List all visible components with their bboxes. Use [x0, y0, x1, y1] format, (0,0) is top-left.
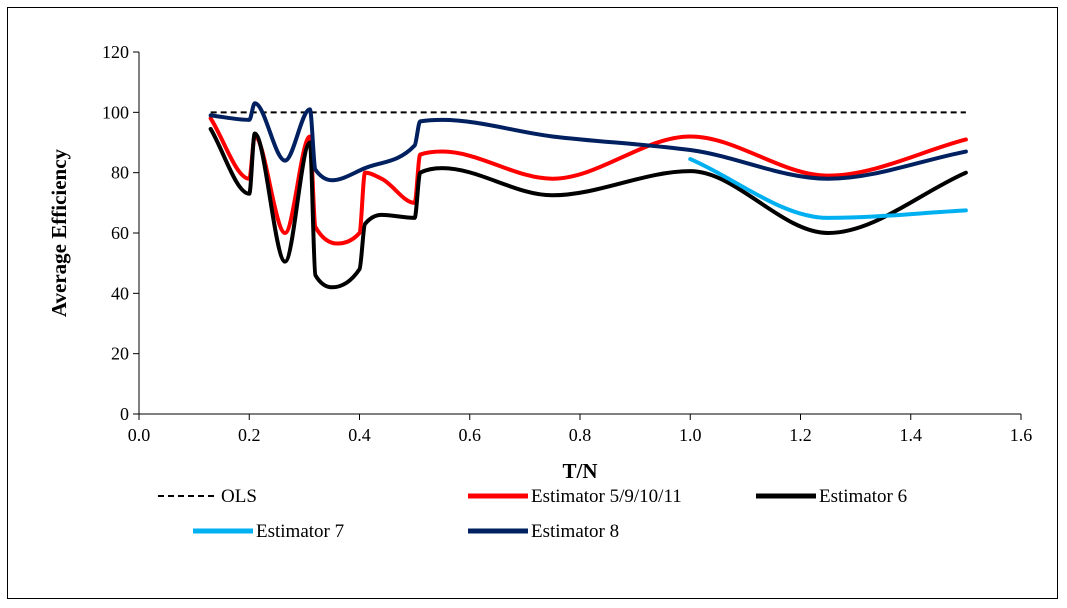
y-tick-label: 0 — [120, 404, 129, 424]
legend-label: OLS — [221, 486, 257, 507]
series-line-estimator-8 — [208, 101, 968, 183]
x-tick-label: 1.6 — [1010, 425, 1033, 445]
series-line-estimator-7 — [688, 157, 968, 220]
x-tick-label: 0.8 — [569, 425, 592, 445]
legend-label: Estimator 6 — [819, 486, 907, 507]
legend: OLS Estimator 5/9/10/11 Estimator 6 Estimat… — [158, 486, 907, 542]
legend-item-estimator-6: Estimator 6 — [756, 486, 907, 507]
x-tick-label: 0.2 — [238, 425, 261, 445]
y-tick-label: 60 — [111, 223, 129, 243]
y-tick-label: 80 — [111, 163, 129, 183]
x-tick-label: 1.0 — [679, 425, 702, 445]
chart-frame: 0 20 40 60 80 100 120 0.0 0.2 0.4 0.6 0.8 1.0 1.2 1.4 1… — [7, 7, 1058, 599]
line-chart: 0 20 40 60 80 100 120 0.0 0.2 0.4 0.6 0.8 1.0 1.2 1.4 1… — [47, 42, 1032, 542]
legend-item-estimator-8: Estimator 8 — [468, 521, 619, 542]
y-axis-title: Average Efficiency — [47, 148, 71, 317]
legend-label: Estimator 5/9/10/11 — [531, 486, 682, 507]
series-line-estimator-6 — [208, 126, 968, 290]
legend-item-estimator-7: Estimator 7 — [193, 521, 344, 542]
series-line-estimator-5-9-10-11 — [208, 116, 968, 246]
legend-label: Estimator 7 — [256, 521, 344, 542]
y-tick-label: 40 — [111, 283, 129, 303]
x-tick-label: 0.4 — [348, 425, 371, 445]
y-tick-label: 20 — [111, 344, 129, 364]
x-tick-label: 1.4 — [900, 425, 923, 445]
series-lines — [208, 101, 968, 290]
x-axis-title: T/N — [562, 459, 597, 483]
y-tick-label: 120 — [102, 42, 129, 62]
x-tick-label: 0.6 — [459, 425, 482, 445]
legend-item-estimator-5-9-10-11: Estimator 5/9/10/11 — [468, 486, 682, 507]
x-tick-label: 0.0 — [128, 425, 151, 445]
legend-item-ols: OLS — [158, 486, 257, 507]
axes — [133, 51, 1022, 420]
tick-labels: 0 20 40 60 80 100 120 0.0 0.2 0.4 0.6 0.8 1.0 1.2 1.4 1… — [102, 42, 1032, 445]
x-tick-label: 1.2 — [789, 425, 812, 445]
legend-label: Estimator 8 — [531, 521, 619, 542]
y-tick-label: 100 — [102, 102, 129, 122]
